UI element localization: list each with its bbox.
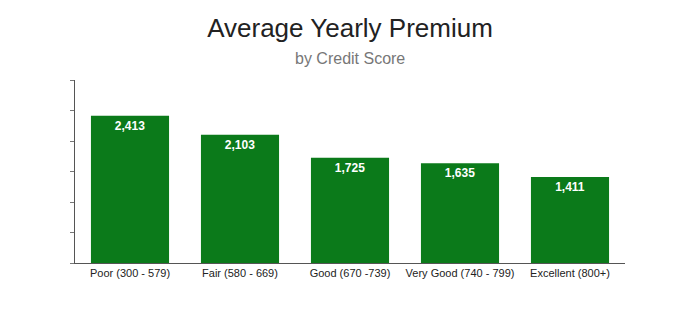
svg-text:Fair (580 - 669): Fair (580 - 669) [202, 267, 278, 279]
svg-text:1,411: 1,411 [555, 180, 585, 194]
svg-text:Excellent (800+): Excellent (800+) [530, 267, 610, 279]
svg-text:2,103: 2,103 [225, 138, 255, 152]
svg-text:2,413: 2,413 [115, 119, 145, 133]
svg-text:Good (670 -739): Good (670 -739) [310, 267, 391, 279]
svg-text:Very Good (740 - 799): Very Good (740 - 799) [406, 267, 515, 279]
svg-text:1,725: 1,725 [335, 161, 365, 175]
svg-text:1,635: 1,635 [445, 166, 475, 180]
svg-text:Average Yearly Premium: Average Yearly Premium [207, 13, 493, 43]
svg-text:Poor (300 - 579): Poor (300 - 579) [90, 267, 170, 279]
svg-text:by Credit Score: by Credit Score [295, 50, 405, 67]
